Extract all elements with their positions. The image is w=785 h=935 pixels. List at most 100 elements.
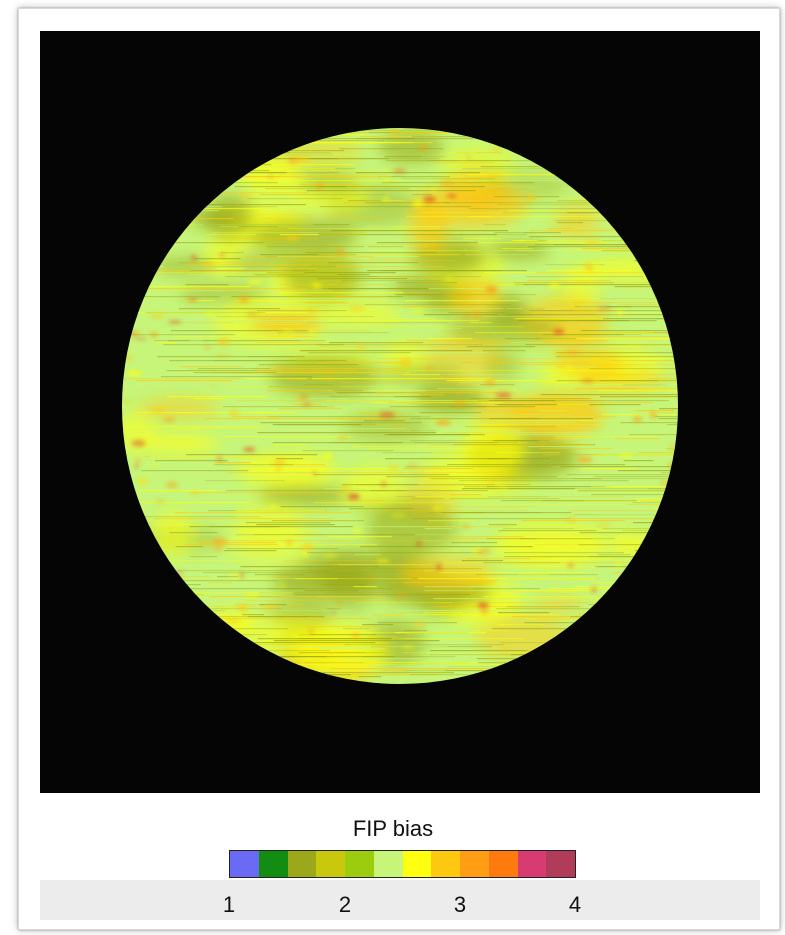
- scan-streak: [598, 554, 630, 556]
- scan-streak: [554, 570, 583, 572]
- scan-streak: [244, 564, 331, 566]
- scan-streak: [600, 298, 678, 300]
- fip-speck: [210, 384, 217, 388]
- scan-streak: [376, 358, 552, 360]
- scan-streak: [310, 526, 463, 528]
- scan-streak: [495, 400, 669, 402]
- scan-streak: [410, 418, 540, 420]
- scan-streak: [294, 594, 470, 596]
- scan-streak: [166, 560, 245, 562]
- scan-streak: [433, 598, 564, 600]
- scan-streak: [246, 256, 374, 258]
- fip-patch: [493, 524, 608, 566]
- scan-streak: [222, 192, 309, 194]
- scan-streak: [365, 202, 451, 204]
- fip-speck: [618, 309, 623, 316]
- scan-streak: [221, 154, 377, 156]
- colorbar-swatch-3: [287, 851, 317, 877]
- scan-streak: [588, 262, 631, 264]
- fip-speck: [382, 178, 390, 183]
- scan-streak: [518, 574, 550, 576]
- fip-speck: [488, 174, 500, 178]
- scan-streak: [199, 542, 277, 544]
- scan-streak: [366, 226, 453, 228]
- scan-streak: [480, 384, 515, 386]
- scan-streak: [555, 356, 678, 358]
- fip-speck: [393, 593, 409, 598]
- scan-streak: [394, 632, 487, 634]
- scan-streak: [303, 384, 333, 386]
- fip-speck: [163, 417, 176, 422]
- scan-streak: [307, 552, 483, 554]
- scan-streak: [219, 226, 242, 228]
- fip-speck: [238, 296, 250, 303]
- scan-streak: [145, 494, 219, 496]
- scan-streak: [424, 528, 453, 530]
- scan-streak: [245, 522, 331, 524]
- scan-streak: [563, 384, 678, 386]
- fip-speck: [294, 156, 310, 162]
- scan-streak: [506, 308, 563, 310]
- scan-streak: [230, 164, 355, 166]
- scan-streak: [322, 288, 421, 290]
- scan-streak: [319, 234, 498, 236]
- fip-speck: [146, 465, 161, 468]
- scan-streak: [406, 216, 494, 218]
- scan-streak: [607, 306, 632, 308]
- scan-streak: [235, 534, 416, 536]
- scan-streak: [128, 266, 244, 268]
- fip-speck: [226, 619, 241, 623]
- fip-speck: [352, 528, 363, 533]
- fip-speck: [349, 305, 365, 312]
- fip-speck: [246, 278, 263, 286]
- scan-streak: [468, 216, 611, 218]
- scan-streak: [253, 274, 306, 276]
- fip-patch: [413, 182, 528, 228]
- fip-speck: [381, 196, 391, 201]
- scan-streak: [462, 488, 575, 490]
- scan-streak: [170, 206, 277, 208]
- fip-speck: [388, 465, 399, 470]
- scan-streak: [456, 344, 494, 346]
- fip-bias-map: [40, 31, 760, 793]
- scan-streak: [525, 344, 678, 346]
- scan-streak: [588, 278, 678, 280]
- scan-streak: [279, 656, 395, 658]
- fip-speck: [410, 309, 426, 313]
- fip-patch: [237, 453, 338, 487]
- scan-streak: [240, 566, 379, 568]
- scan-streak: [496, 608, 621, 610]
- scan-streak: [194, 476, 341, 478]
- scan-streak: [278, 408, 342, 410]
- scan-streak: [430, 654, 581, 656]
- scan-streak: [321, 682, 446, 684]
- scan-streak: [190, 168, 336, 170]
- scan-streak: [145, 312, 266, 314]
- fip-speck: [151, 332, 158, 338]
- scan-streak: [321, 584, 367, 586]
- scan-streak: [244, 372, 410, 374]
- scan-streak: [579, 532, 678, 534]
- scan-streak: [123, 516, 261, 518]
- scan-streak: [418, 484, 502, 486]
- scan-streak: [304, 302, 348, 304]
- scan-streak: [633, 498, 678, 500]
- scan-streak: [268, 588, 392, 590]
- scan-streak: [644, 414, 678, 416]
- scan-streak: [466, 346, 536, 348]
- scan-streak: [179, 262, 221, 264]
- fip-speck: [435, 420, 451, 426]
- scan-streak: [443, 202, 618, 204]
- fip-speck: [336, 602, 343, 606]
- scan-streak: [574, 514, 678, 516]
- scan-streak: [614, 438, 660, 440]
- scan-streak: [194, 574, 225, 576]
- scan-streak: [597, 390, 678, 392]
- scan-streak: [369, 258, 423, 260]
- fip-speck: [581, 379, 594, 383]
- scan-streak: [287, 228, 440, 230]
- scan-streak: [163, 344, 344, 346]
- scan-streak: [581, 330, 673, 332]
- scan-streak: [360, 136, 444, 138]
- fip-speck: [527, 194, 536, 200]
